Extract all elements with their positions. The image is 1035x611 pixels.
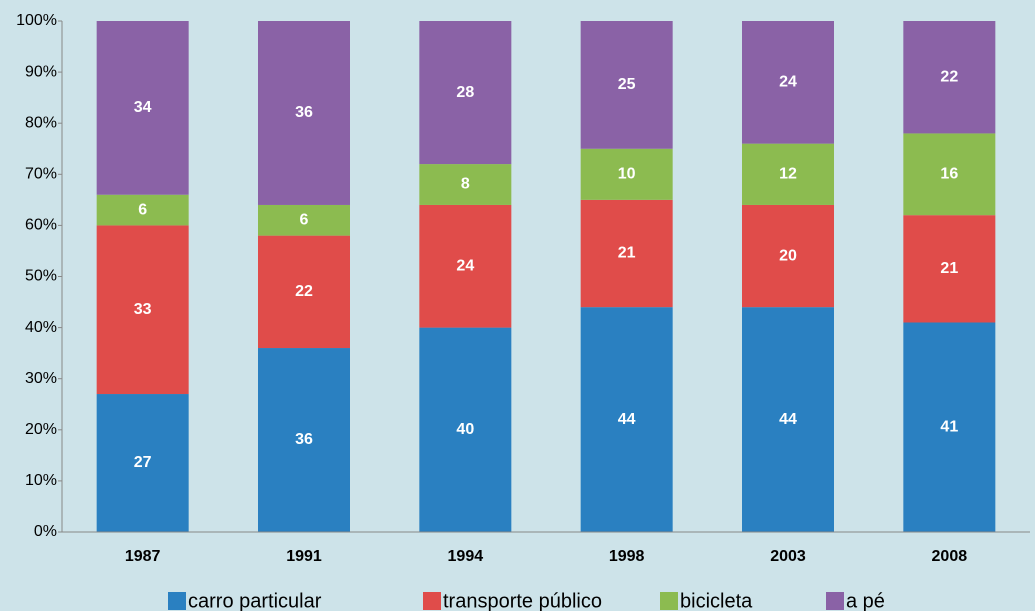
y-tick-label: 40% (25, 319, 57, 336)
data-label: 28 (456, 84, 474, 101)
bar-segment (903, 215, 996, 323)
y-tick-label: 30% (25, 370, 57, 387)
x-tick-label: 1994 (448, 548, 484, 565)
data-label: 41 (940, 418, 958, 435)
y-tick-label: 20% (25, 421, 57, 438)
bar-segment (419, 204, 512, 328)
data-label: 40 (456, 421, 474, 438)
y-tick-label: 90% (25, 63, 57, 80)
legend-label: bicicleta (680, 590, 753, 611)
y-tick-label: 60% (25, 217, 57, 234)
data-label: 12 (779, 166, 797, 183)
bar-segment (580, 199, 673, 308)
bar-segment (419, 21, 512, 165)
y-tick-label: 0% (34, 523, 57, 540)
bar-segment (742, 204, 834, 308)
data-label: 8 (461, 176, 470, 193)
data-label: 44 (779, 411, 797, 428)
data-label: 6 (138, 201, 147, 218)
bar-segment (580, 21, 673, 149)
y-tick-label: 50% (25, 268, 57, 285)
data-label: 21 (618, 245, 636, 262)
x-tick-label: 2008 (932, 548, 968, 565)
x-tick-label: 1991 (286, 548, 322, 565)
bar-segment (96, 194, 189, 226)
data-label: 22 (295, 283, 313, 300)
bar-segment (419, 164, 512, 205)
legend-swatch (168, 592, 186, 610)
legend-label: a pé (846, 590, 885, 611)
bar-segment (258, 204, 350, 236)
data-label: 16 (940, 166, 958, 183)
legend-swatch (826, 592, 844, 610)
legend-label: transporte público (443, 590, 602, 611)
bar-segment (903, 21, 996, 134)
bar-segment (742, 21, 834, 144)
bar-segment (903, 133, 996, 216)
data-label: 34 (134, 99, 152, 116)
y-tick-label: 80% (25, 114, 57, 131)
data-label: 24 (456, 257, 474, 274)
data-label: 22 (940, 68, 958, 85)
bar-segment (580, 307, 673, 532)
bar-segment (419, 327, 512, 532)
legend-swatch (423, 592, 441, 610)
x-tick-label: 1987 (125, 548, 161, 565)
data-label: 10 (618, 166, 636, 183)
y-tick-label: 10% (25, 472, 57, 489)
bar-segment (96, 394, 189, 532)
legend-label: carro particular (188, 590, 322, 611)
data-label: 6 (300, 212, 309, 229)
y-tick-label: 100% (16, 12, 57, 29)
bar-segment (258, 21, 350, 205)
data-label: 25 (618, 76, 636, 93)
data-label: 36 (295, 431, 313, 448)
data-label: 21 (940, 260, 958, 277)
data-label: 33 (134, 301, 152, 318)
x-tick-label: 1998 (609, 548, 645, 565)
data-label: 20 (779, 247, 797, 264)
bar-segment (96, 21, 189, 195)
bar-segment (258, 235, 350, 349)
bar-segment (742, 307, 834, 532)
bar-segment (580, 148, 673, 200)
data-label: 27 (134, 454, 152, 471)
bar-segment (742, 143, 834, 205)
data-label: 36 (295, 104, 313, 121)
data-label: 44 (618, 411, 636, 428)
bar-segment (903, 322, 996, 532)
legend-swatch (660, 592, 678, 610)
x-tick-label: 2003 (770, 548, 806, 565)
bar-segment (258, 348, 350, 532)
data-label: 24 (779, 74, 797, 91)
bar-segment (96, 225, 189, 395)
y-tick-label: 70% (25, 166, 57, 183)
